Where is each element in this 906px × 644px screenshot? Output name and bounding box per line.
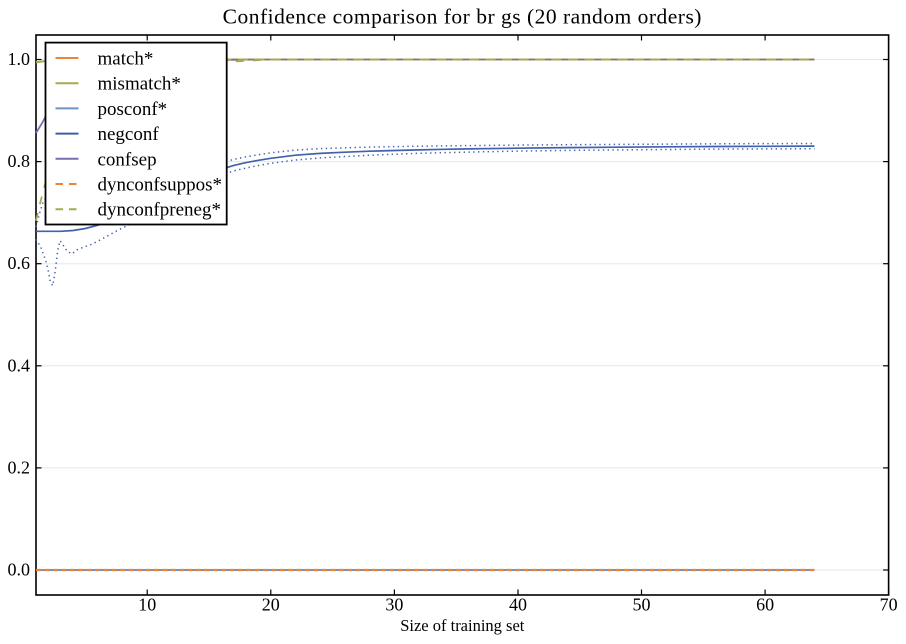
svg-text:negconf: negconf — [98, 124, 160, 145]
svg-text:confsep: confsep — [98, 149, 157, 170]
svg-text:0.8: 0.8 — [8, 151, 31, 171]
svg-text:60: 60 — [756, 595, 774, 615]
svg-text:20: 20 — [262, 595, 280, 615]
svg-text:posconf*: posconf* — [98, 99, 168, 120]
svg-text:0.4: 0.4 — [8, 355, 31, 375]
svg-text:70: 70 — [880, 595, 898, 615]
svg-text:0.0: 0.0 — [8, 560, 31, 580]
svg-text:mismatch*: mismatch* — [98, 74, 181, 95]
svg-text:dynconfsuppos*: dynconfsuppos* — [98, 175, 223, 196]
svg-text:10: 10 — [138, 595, 156, 615]
svg-text:40: 40 — [509, 595, 527, 615]
svg-text:dynconfpreneg*: dynconfpreneg* — [98, 200, 221, 221]
svg-text:Confidence comparison for br g: Confidence comparison for br gs (20 rand… — [223, 5, 702, 29]
svg-text:match*: match* — [98, 49, 154, 70]
svg-text:1.0: 1.0 — [8, 49, 31, 69]
svg-text:50: 50 — [633, 595, 651, 615]
svg-text:30: 30 — [385, 595, 403, 615]
svg-text:Size of training set: Size of training set — [400, 616, 525, 635]
svg-text:0.6: 0.6 — [8, 253, 31, 273]
svg-text:0.2: 0.2 — [8, 457, 31, 477]
